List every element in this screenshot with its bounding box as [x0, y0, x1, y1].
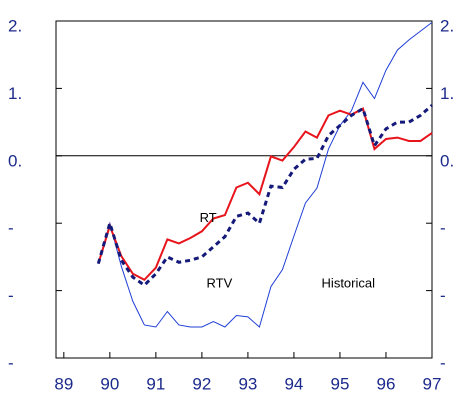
plot-frame — [55, 20, 433, 359]
y-tick-label: 2. — [8, 16, 22, 35]
x-tick-label: 89 — [54, 374, 73, 393]
x-tick-label: 95 — [330, 374, 349, 393]
y-tick-label: - — [8, 286, 14, 305]
x-tick-label: 94 — [284, 374, 303, 393]
y2-tick-label: - — [440, 286, 446, 305]
y2-tick-label: - — [440, 219, 446, 238]
x-tick-label: 91 — [146, 374, 165, 393]
line-series — [96, 104, 433, 288]
annotation: Historical — [322, 275, 376, 290]
y-tick-label: 0. — [8, 151, 22, 170]
annotation: RTV — [206, 275, 232, 290]
y2-tick-label: 2. — [440, 16, 454, 35]
y-tick-label: 1. — [8, 84, 22, 103]
y2-tick-label: - — [440, 353, 446, 372]
x-tick-label: 92 — [192, 374, 211, 393]
x-tick-label: 97 — [423, 374, 442, 393]
x-tick-label: 93 — [238, 374, 257, 393]
y-tick-label: - — [8, 219, 14, 238]
y2-tick-label: 0. — [440, 151, 454, 170]
y2-tick-label: 1. — [440, 84, 454, 103]
x-tick-label: 90 — [100, 374, 119, 393]
x-tick-label: 96 — [377, 374, 396, 393]
y-tick-label: - — [8, 353, 14, 372]
line-series — [97, 21, 433, 328]
line-series — [97, 107, 433, 282]
annotation: RT — [200, 210, 217, 225]
